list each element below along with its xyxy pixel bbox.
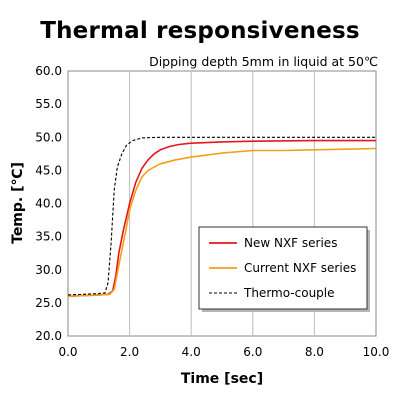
legend-label: Thermo-couple (243, 286, 335, 300)
plot-area (67, 70, 377, 337)
y-tick-label: 20.0 (35, 329, 62, 343)
series-line (67, 147, 377, 298)
legend-label: Current NXF series (244, 261, 356, 275)
y-tick-label: 45.0 (35, 163, 62, 177)
series-line (67, 139, 376, 298)
x-axis-label: Time [sec] (181, 371, 263, 387)
x-tick-label: 10.0 (363, 345, 390, 359)
legend: New NXF series Current NXF series Thermo-c… (198, 226, 370, 312)
y-tick-label: 50.0 (35, 130, 62, 144)
x-tick-label: 4.0 (182, 345, 201, 359)
y-tick-label: 60.0 (35, 64, 62, 78)
x-tick-label: 8.0 (305, 345, 324, 359)
y-tick-label: 30.0 (35, 263, 62, 277)
x-tick-label: 0.0 (58, 345, 77, 359)
y-tick-label: 55.0 (35, 97, 62, 111)
y-tick-label: 25.0 (35, 296, 62, 310)
y-axis-label: Temp. [℃] (10, 162, 26, 244)
series-lines (67, 136, 377, 298)
series-line (67, 136, 376, 296)
x-tick-label: 2.0 (120, 345, 139, 359)
y-tick-label: 35.0 (35, 230, 62, 244)
y-tick-label: 40.0 (35, 197, 62, 211)
chart-title: Thermal responsiveness (40, 18, 360, 44)
x-tick-label: 6.0 (243, 345, 262, 359)
chart-subtitle: Dipping depth 5mm in liquid at 50℃ (149, 54, 378, 69)
legend-label: New NXF series (244, 236, 337, 250)
tick-labels: 0.0 2.0 4.0 6.0 8.0 10.0 20.0 25.0 30.0 35.0 40.0 4… (35, 64, 389, 359)
